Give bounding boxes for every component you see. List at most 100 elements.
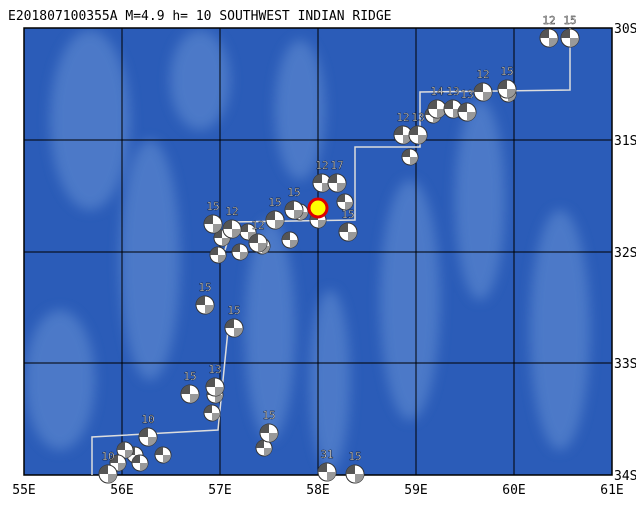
beachball: [473, 82, 493, 102]
ball-quadrant: [204, 405, 212, 413]
lat-label: 33S: [614, 357, 636, 372]
event-depth-label: 12: [396, 111, 409, 124]
lon-label: 58E: [306, 483, 329, 498]
beachball: [259, 423, 279, 443]
beachball: [98, 464, 118, 484]
ball-quadrant: [275, 220, 284, 229]
ball-quadrant: [290, 240, 298, 248]
beachball: [231, 243, 249, 261]
ball-quadrant: [212, 413, 220, 421]
beachball: [345, 464, 365, 484]
event-depth-label: 17: [330, 159, 343, 172]
ball-quadrant: [214, 230, 222, 238]
ball-quadrant: [215, 395, 223, 403]
ball-quadrant: [339, 223, 348, 232]
beachball: [401, 148, 419, 166]
event-depth-label: 13: [411, 111, 424, 124]
beachball: [393, 125, 413, 145]
beachball: [327, 173, 347, 193]
event-depth-label: 15: [500, 65, 513, 78]
ball-quadrant: [222, 238, 230, 246]
beachball: [154, 446, 172, 464]
lat-label: 30S: [614, 22, 636, 37]
beachball: [312, 173, 332, 193]
beachball: [497, 79, 517, 99]
ball-quadrant: [232, 244, 240, 252]
bathymetry: [25, 30, 590, 470]
lon-label: 55E: [12, 483, 35, 498]
ball-quadrant: [345, 202, 353, 210]
beachball: [284, 200, 304, 220]
ball-quadrant: [498, 80, 507, 89]
ball-quadrant: [437, 109, 446, 118]
beachball: [281, 231, 299, 249]
event-depth-label: 13: [208, 363, 221, 376]
event-depth-label: 15: [268, 196, 281, 209]
ball-quadrant: [549, 38, 558, 47]
ball-quadrant: [117, 442, 125, 450]
ball-quadrant: [318, 463, 327, 472]
ball-quadrant: [258, 243, 267, 252]
event-depth-label: 15: [183, 370, 196, 383]
ball-quadrant: [282, 232, 290, 240]
event-depth-label: 12: [476, 68, 489, 81]
beachball: [255, 439, 273, 457]
ball-quadrant: [99, 465, 108, 474]
ball-quadrant: [410, 157, 418, 165]
lon-label: 57E: [208, 483, 231, 498]
ball-quadrant: [148, 437, 157, 446]
ball-quadrant: [225, 319, 234, 328]
ball-quadrant: [507, 89, 516, 98]
event-depth-label: 12: [542, 14, 555, 27]
ball-quadrant: [269, 433, 278, 442]
ball-quadrant: [337, 183, 346, 192]
ball-quadrant: [428, 100, 437, 109]
ball-quadrant: [132, 455, 140, 463]
ball-quadrant: [285, 201, 294, 210]
epicenter: [307, 197, 329, 219]
ball-quadrant: [561, 29, 570, 38]
ball-quadrant: [249, 234, 258, 243]
beachball: [203, 404, 221, 422]
event-depth-label: 15: [341, 208, 354, 221]
ball-quadrant: [155, 447, 163, 455]
beachball: [180, 384, 200, 404]
beachball: [131, 454, 149, 472]
beachball: [195, 295, 215, 315]
ball-quadrant: [110, 455, 118, 463]
event-depth-label: 12: [315, 159, 328, 172]
event-depth-label: 15: [287, 186, 300, 199]
ball-quadrant: [204, 215, 213, 224]
ball-quadrant: [213, 224, 222, 233]
ball-quadrant: [458, 103, 467, 112]
beachball: [209, 246, 227, 264]
ball-quadrant: [240, 224, 248, 232]
beachball: [222, 219, 242, 239]
lon-label: 59E: [404, 483, 427, 498]
lat-label: 32S: [614, 246, 636, 261]
event-depth-label: 15: [563, 14, 576, 27]
lon-label: 56E: [110, 483, 133, 498]
beachball: [203, 214, 223, 234]
event-depth-label: 15: [227, 304, 240, 317]
ball-quadrant: [418, 135, 427, 144]
ball-quadrant: [223, 220, 232, 229]
beachball: [560, 28, 580, 48]
ball-quadrant: [328, 174, 337, 183]
ball-quadrant: [256, 440, 264, 448]
ball-quadrant: [355, 474, 364, 483]
ball-quadrant: [218, 255, 226, 263]
ball-quadrant: [409, 126, 418, 135]
event-depth-label: 13: [446, 85, 459, 98]
beachball: [457, 102, 477, 122]
lon-label: 61E: [600, 483, 623, 498]
beachball: [408, 125, 428, 145]
ball-quadrant: [215, 387, 224, 396]
ball-quadrant: [570, 38, 579, 47]
beachball: [427, 99, 447, 119]
event-depth-label: 12: [251, 219, 264, 232]
beachball: [224, 318, 244, 338]
event-depth-label: 15: [348, 450, 361, 463]
